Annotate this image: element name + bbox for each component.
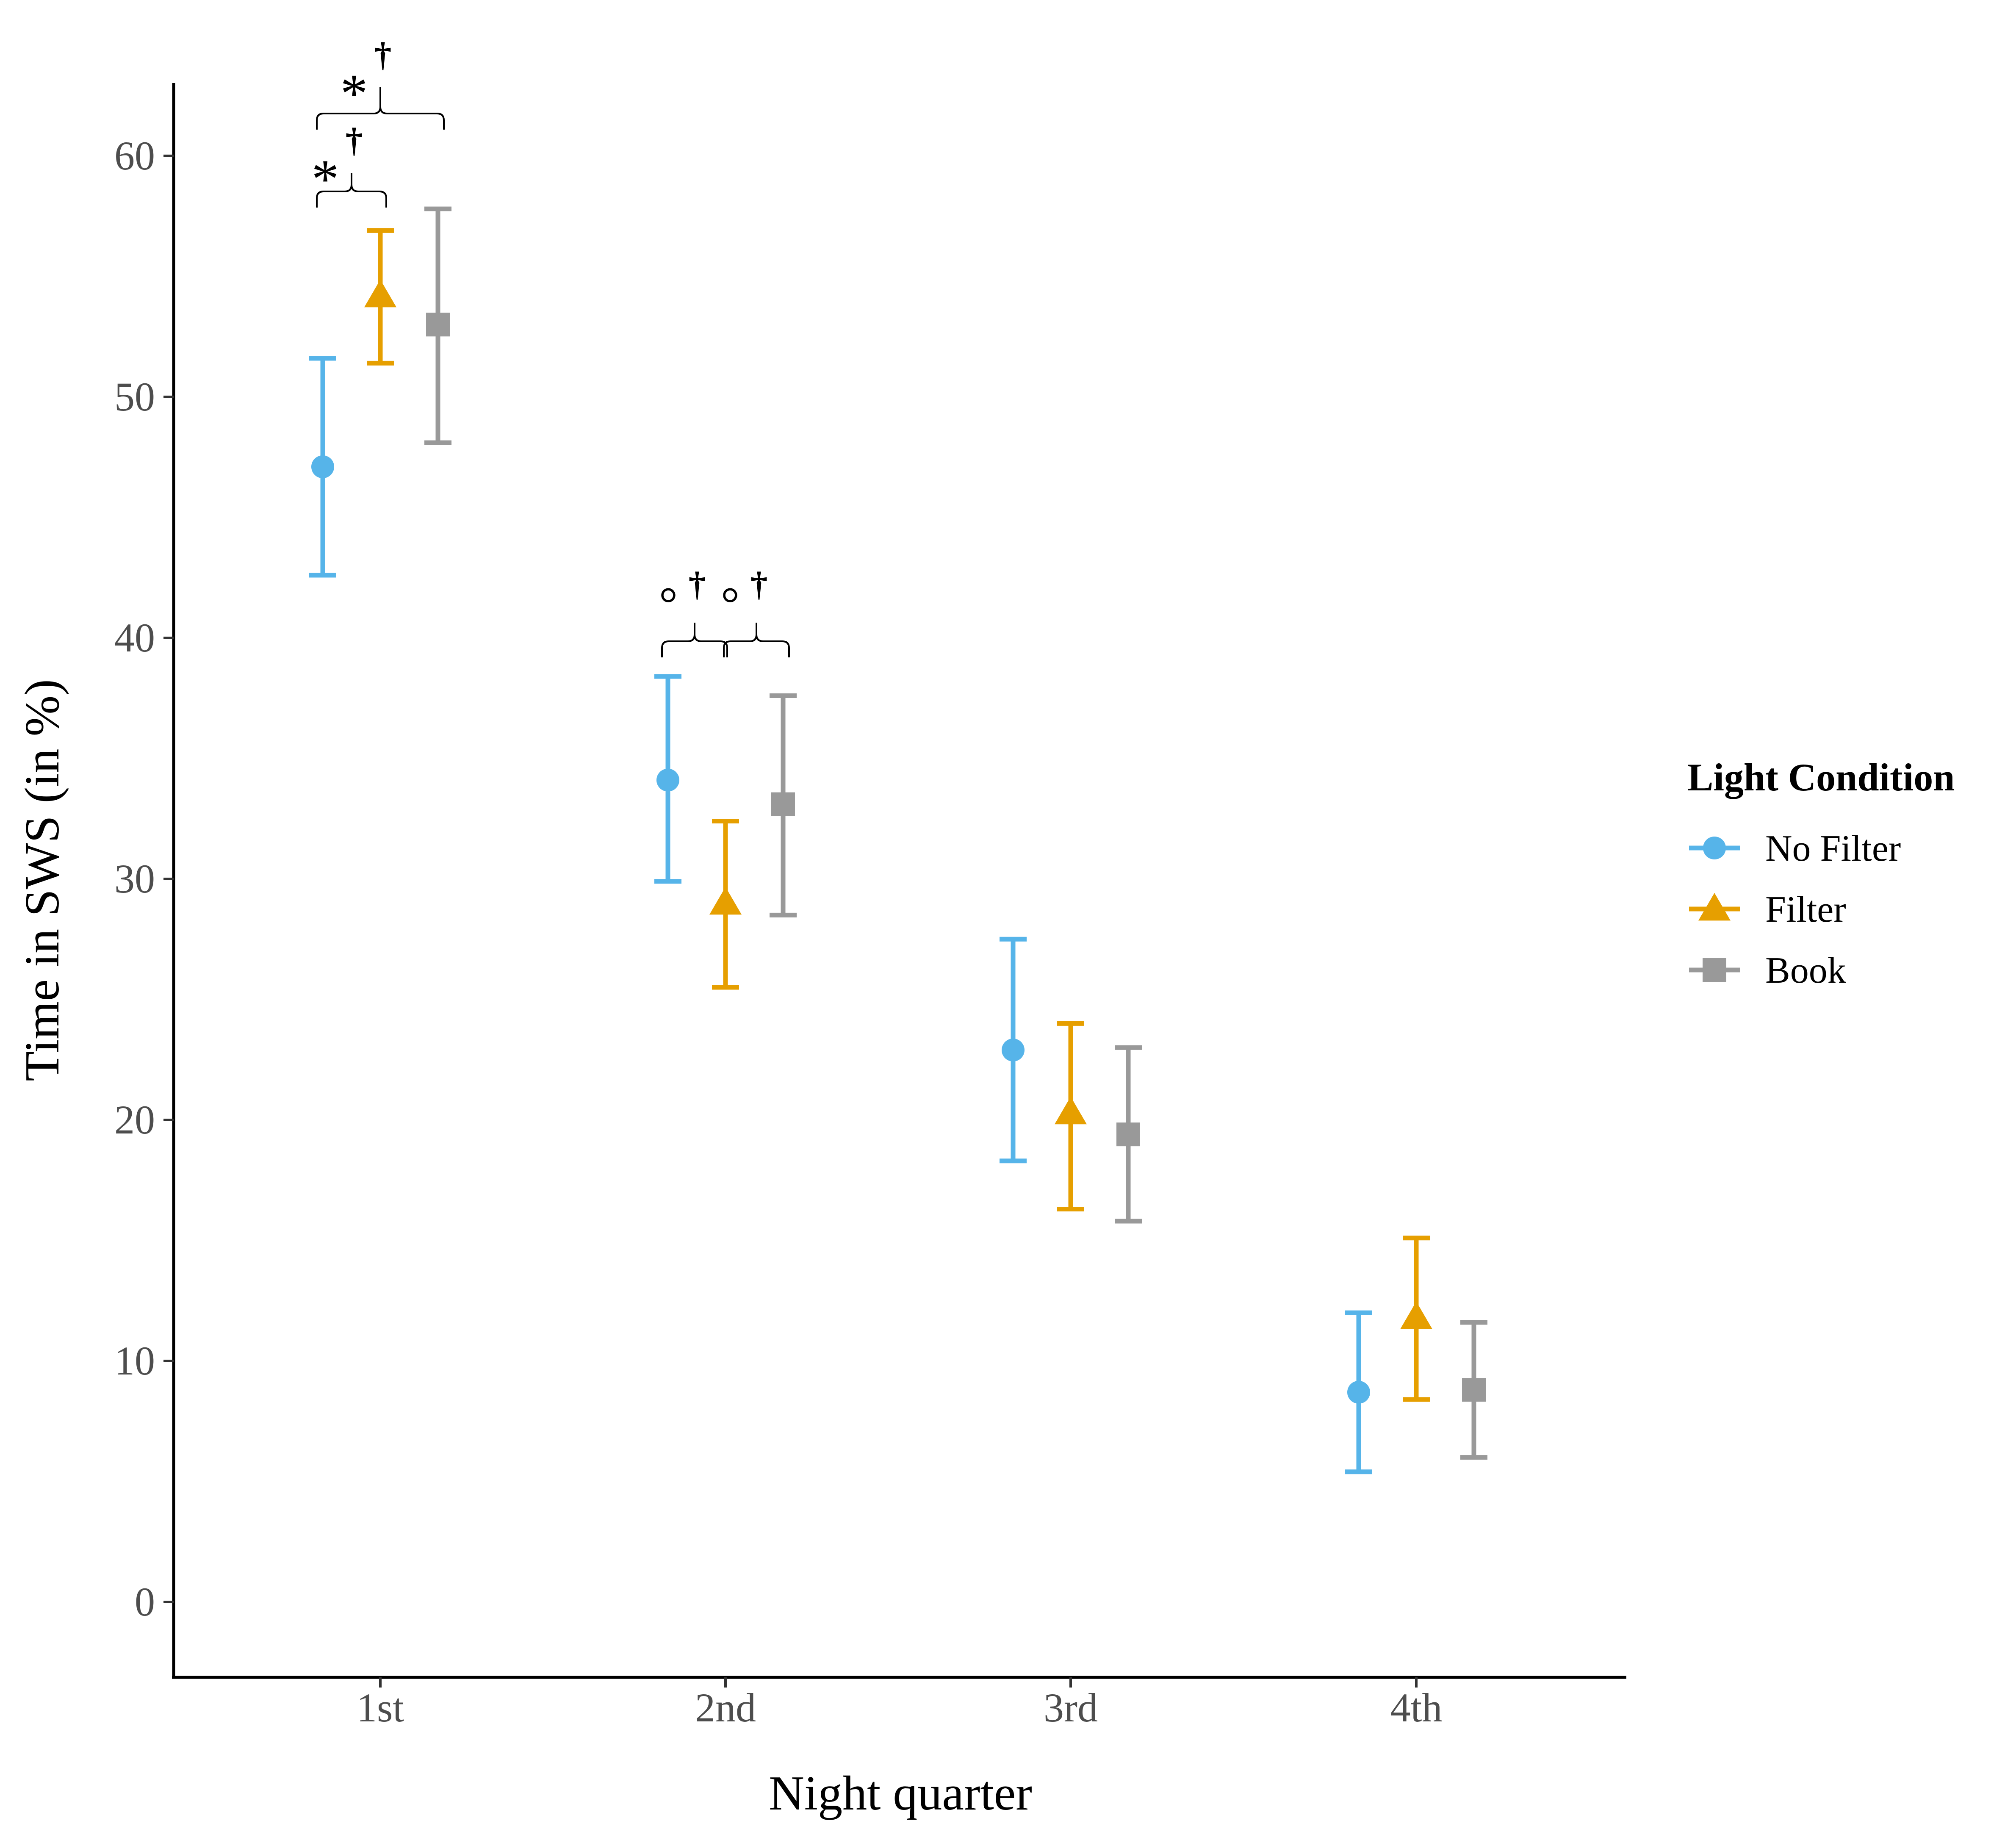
y-tick-label: 30 [114, 856, 155, 901]
significance-bracket [661, 623, 728, 657]
x-axis-ticks: 1st 2nd 3rd 4th [357, 1677, 1442, 1730]
data-series [309, 206, 1487, 1474]
x-tick-label: 4th [1390, 1685, 1443, 1730]
significance-symbol: ° [659, 578, 678, 629]
legend-label: No Filter [1765, 828, 1901, 869]
data-point-triangle [709, 887, 742, 915]
y-tick-label: 0 [135, 1579, 155, 1624]
series-book [424, 206, 1487, 1460]
y-tick-label: 60 [114, 133, 155, 178]
significance-annotations: *†*†° † ° † [312, 35, 790, 657]
x-tick-label: 1st [357, 1685, 404, 1730]
data-point-square [1116, 1122, 1140, 1147]
legend: Light Condition No Filter Filter Book [1687, 756, 1955, 991]
data-point-triangle [1055, 1096, 1087, 1125]
legend-key-square [1703, 958, 1726, 982]
significance-dagger: † [750, 565, 768, 603]
legend-items: No Filter Filter Book [1689, 828, 1901, 991]
legend-label: Book [1765, 950, 1846, 991]
y-tick-label: 10 [114, 1338, 155, 1383]
significance-dagger: † [374, 35, 392, 74]
significance-symbol: * [341, 63, 368, 124]
significance-dagger: † [346, 121, 363, 159]
significance-symbol: ° [721, 578, 739, 629]
legend-label: Filter [1765, 889, 1846, 930]
legend-key-triangle [1698, 893, 1731, 921]
significance-bracket [723, 623, 790, 657]
significance-symbol: * [312, 149, 339, 210]
data-point-triangle [364, 280, 396, 308]
legend-item-filter: Filter [1689, 889, 1846, 930]
data-point-square [1462, 1378, 1486, 1402]
y-axis-title: Time in SWS (in %) [15, 679, 69, 1081]
legend-item-book: Book [1689, 950, 1846, 991]
data-point-square [426, 313, 450, 337]
legend-item-no-filter: No Filter [1689, 828, 1901, 869]
data-point-circle [311, 455, 334, 479]
data-point-circle [1002, 1038, 1025, 1061]
legend-key-circle [1703, 837, 1726, 859]
y-tick-label: 40 [114, 615, 155, 660]
data-point-triangle [1400, 1301, 1432, 1329]
y-tick-label: 50 [114, 374, 155, 419]
data-point-circle [656, 768, 679, 792]
legend-title: Light Condition [1687, 756, 1955, 799]
x-axis-title: Night quarter [769, 1766, 1032, 1821]
series-filter [364, 228, 1432, 1402]
x-tick-label: 3rd [1044, 1685, 1098, 1730]
significance-bracket [316, 87, 445, 130]
significance-bracket [316, 173, 387, 208]
y-tick-label: 20 [114, 1097, 155, 1142]
data-point-square [771, 792, 795, 816]
x-tick-label: 2nd [695, 1685, 756, 1730]
y-axis-ticks: 0 10 20 30 40 50 60 [114, 133, 174, 1624]
data-point-circle [1347, 1380, 1370, 1404]
series-no-filter [309, 356, 1372, 1474]
significance-dagger: † [689, 565, 706, 603]
